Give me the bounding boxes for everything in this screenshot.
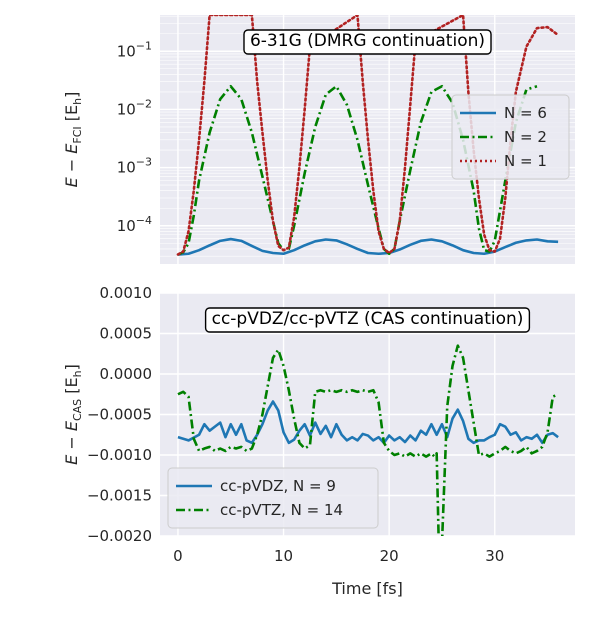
legend-box: [167, 467, 379, 529]
y-tick-label: 0.0010: [100, 284, 153, 302]
y-tick-label: 0.0000: [100, 365, 153, 383]
y-tick-exponent: −2: [136, 97, 152, 110]
series-line-2: [177, 344, 559, 536]
y-label-subscript: FCI: [71, 126, 84, 143]
legend-label-2: cc-pVTZ, N = 14: [220, 501, 343, 519]
title-box: [243, 29, 492, 55]
y-label-subscript: CAS: [71, 399, 84, 421]
y-label-unit: [E: [62, 377, 81, 398]
y-axis-label: E − ECAS [Eh]: [62, 364, 84, 465]
y-tick-label: 10−3: [117, 156, 152, 177]
y-tick-base: 10: [117, 42, 136, 60]
y-label-unit: [E: [62, 105, 81, 126]
y-label-main: E − E: [62, 143, 81, 188]
y-tick-exponent: −3: [136, 156, 152, 169]
x-tick-label: 10: [274, 547, 293, 565]
y-tick-label: 10−4: [117, 214, 152, 235]
y-label-unit-close: ]: [62, 364, 81, 370]
legend-label-1: cc-pVDZ, N = 9: [220, 477, 336, 495]
legend-label-3: N = 1: [504, 152, 547, 170]
series-line-2: [177, 84, 538, 256]
y-tick-exponent: −1: [136, 39, 152, 52]
top-panel: 10−410−310−210−1E − EFCI [Eh]6-31G (DMRG…: [62, 15, 575, 264]
y-tick-exponent: −4: [136, 214, 152, 227]
legend-box: [451, 94, 570, 180]
chart-title: cc-pVDZ/cc-pVTZ (CAS continuation): [212, 309, 524, 329]
x-tick-label: 0: [173, 547, 183, 565]
y-tick-label: −0.0020: [87, 527, 152, 545]
y-label-unit-subscript: h: [71, 98, 84, 105]
legend: N = 6 N = 2 N = 1: [451, 94, 570, 180]
y-tick-label: −0.0010: [87, 446, 152, 464]
x-axis-label: Time [fs]: [331, 579, 403, 598]
series-group: [177, 344, 559, 536]
x-tick-label: 20: [380, 547, 399, 565]
y-tick-base: 10: [117, 100, 136, 118]
title-box: [204, 307, 531, 333]
y-tick-label: 10−2: [117, 97, 152, 118]
series-line-1: [177, 400, 559, 445]
y-label-unit-subscript: h: [71, 370, 84, 377]
y-tick-base: 10: [117, 159, 136, 177]
y-tick-label: −0.0015: [87, 487, 152, 505]
legend: cc-pVDZ, N = 9 cc-pVTZ, N = 14: [167, 467, 379, 529]
legend-label-2: N = 2: [504, 128, 547, 146]
legend-label-1: N = 6: [504, 104, 547, 122]
y-label-main: E − E: [62, 420, 81, 465]
y-axis-label: E − EFCI [Eh]: [62, 92, 84, 188]
x-tick-label: 30: [485, 547, 504, 565]
y-label-unit-close: ]: [62, 92, 81, 98]
bottom-panel: −0.0020 −0.0015 −0.0010 −0.0005 0.0000 0.0005…: [62, 284, 575, 598]
y-tick-label: −0.0005: [87, 406, 152, 424]
y-tick-label: 10−1: [117, 39, 152, 60]
y-tick-label: 0.0005: [100, 325, 153, 343]
chart-title: 6-31G (DMRG continuation): [250, 31, 485, 51]
y-tick-base: 10: [117, 217, 136, 235]
